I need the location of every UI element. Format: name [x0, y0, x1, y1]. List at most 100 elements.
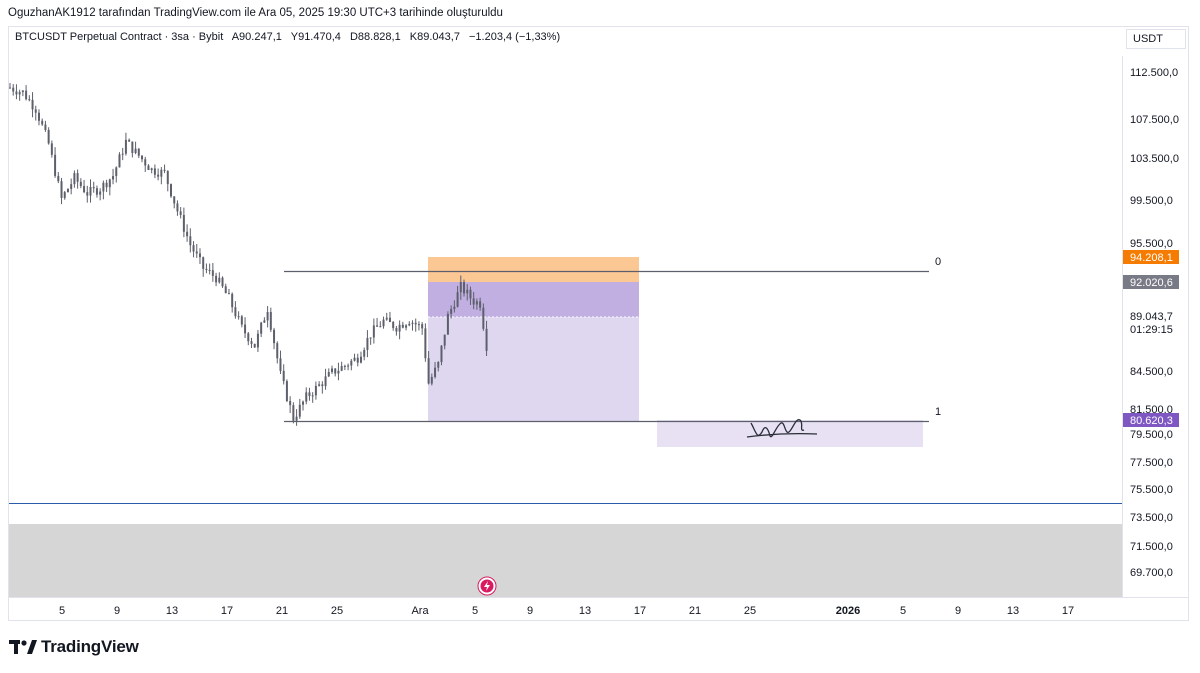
candle-body	[450, 309, 453, 314]
candle-body	[73, 173, 76, 185]
candle-body	[475, 301, 478, 305]
currency-button[interactable]: USDT	[1126, 29, 1186, 49]
candle-body	[347, 365, 350, 367]
price-axis-label: 71.500,0	[1130, 541, 1173, 553]
candle-body	[282, 370, 285, 382]
candle-body	[34, 109, 37, 113]
candle-body	[163, 169, 166, 171]
candle-body	[215, 275, 218, 283]
entry-zone[interactable]	[428, 282, 639, 317]
time-axis-label: 9	[527, 605, 533, 617]
candle-body	[440, 345, 443, 362]
price-axis-label: 69.700,0	[1130, 567, 1173, 579]
freehand-scribble[interactable]	[750, 419, 805, 438]
price-axis-label: 73.500,0	[1130, 512, 1173, 524]
price-badge-label: 80.620,3	[1130, 415, 1173, 427]
candle-body	[372, 325, 375, 338]
candle-body	[395, 328, 398, 332]
legend-change: −1.203,4 (−1,33%)	[469, 31, 561, 43]
price-badge	[1123, 413, 1179, 427]
candle-body	[31, 99, 34, 110]
price-axis-label: 107.500,0	[1130, 114, 1179, 126]
legend-high: Y91.470,4	[290, 31, 341, 43]
candle-body	[437, 361, 440, 368]
candle-body	[337, 370, 340, 374]
price-axis-label: 77.500,0	[1130, 457, 1173, 469]
candle-body	[202, 257, 205, 269]
candle-body	[63, 192, 66, 198]
candle-body	[421, 324, 424, 329]
candle-body	[137, 148, 140, 156]
candle-body	[408, 323, 411, 326]
time-axis-label: 13	[1007, 605, 1019, 617]
candle-body	[173, 196, 176, 204]
candle-body	[359, 356, 362, 363]
candle-body	[314, 385, 317, 396]
symbol-title[interactable]: BTCUSDT Perpetual Contract · 3sa · Bybit	[15, 31, 224, 43]
legend-low: D88.828,1	[349, 31, 401, 43]
candle-body	[298, 404, 301, 417]
chart-frame	[8, 26, 1189, 621]
candle-body	[44, 124, 47, 130]
candle-body	[266, 312, 269, 321]
target-zone[interactable]	[428, 257, 639, 282]
time-axis-label: 21	[689, 605, 701, 617]
candle-body	[134, 148, 137, 153]
time-axis-label: 17	[1062, 605, 1074, 617]
time-axis-label: 13	[579, 605, 591, 617]
candle-body	[240, 316, 243, 325]
time-axis-label: 9	[114, 605, 120, 617]
candle-body	[89, 187, 92, 196]
candle-body	[70, 184, 73, 189]
candle-body	[443, 334, 446, 346]
candle-body	[41, 120, 44, 125]
tradingview-logo-icon	[9, 640, 37, 654]
candle-body	[324, 376, 327, 387]
candle-body	[211, 270, 214, 276]
candle-body	[350, 360, 353, 366]
candle-body	[189, 236, 192, 246]
price-axis-label: 112.500,0	[1130, 67, 1178, 79]
candle-body	[327, 371, 330, 377]
candle-body	[192, 245, 195, 252]
volume-pane-background	[9, 524, 1122, 597]
time-axis-label: 2026	[836, 605, 860, 617]
candle-body	[21, 90, 24, 93]
candle-body	[453, 306, 456, 310]
fib-level-label: 0	[935, 256, 941, 268]
candle-body	[25, 90, 28, 100]
candle-body	[472, 298, 475, 305]
candle-body	[195, 251, 198, 254]
candle-body	[305, 392, 308, 402]
lightning-icon	[484, 581, 490, 591]
candle-body	[353, 357, 356, 361]
candle-body	[366, 337, 369, 350]
stop-zone[interactable]	[428, 317, 639, 421]
price-axis-label: 84.500,0	[1130, 366, 1173, 378]
candle-body	[463, 282, 466, 294]
candle-body	[385, 317, 388, 320]
candle-body	[118, 154, 121, 168]
candle-body	[405, 325, 408, 328]
time-axis-label: Ara	[411, 605, 429, 617]
candle-body	[466, 289, 469, 294]
time-axis-label: 13	[166, 605, 178, 617]
candle-body	[79, 181, 82, 187]
tradingview-logo[interactable]: TradingView	[9, 637, 139, 657]
candle-body	[434, 367, 437, 377]
candle-body	[244, 324, 247, 334]
candle-body	[57, 175, 60, 182]
candle-body	[112, 176, 115, 180]
candle-body	[302, 401, 305, 405]
candle-body	[83, 186, 86, 193]
candle-body	[28, 99, 31, 101]
price-axis-label: 79.500,0	[1130, 429, 1173, 441]
candle-body	[227, 293, 230, 295]
candle-body	[218, 277, 221, 283]
candle-body	[92, 187, 95, 189]
freehand-underline[interactable]	[746, 432, 818, 438]
time-axis-label: 21	[276, 605, 288, 617]
time-axis-label: 5	[900, 605, 906, 617]
candle-body	[147, 165, 150, 171]
